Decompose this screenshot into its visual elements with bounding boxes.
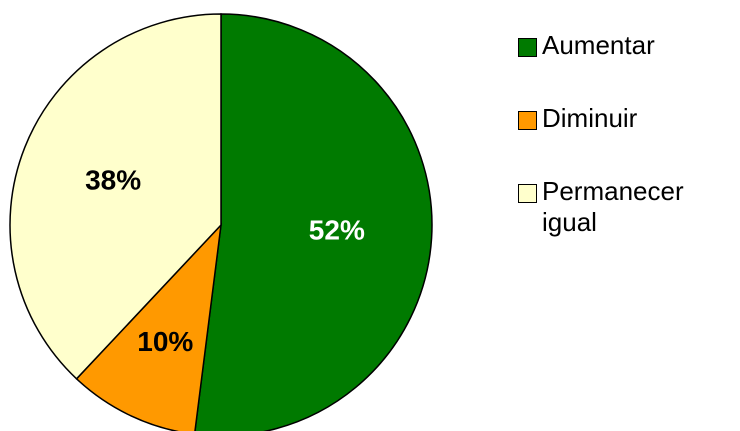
legend: Aumentar Diminuir Permanecer igual bbox=[518, 30, 738, 280]
legend-label: Permanecer igual bbox=[542, 176, 684, 237]
legend-item: Permanecer igual bbox=[518, 176, 738, 238]
legend-item: Aumentar bbox=[518, 30, 738, 61]
legend-label: Diminuir bbox=[542, 103, 638, 133]
data-label: 38% bbox=[85, 165, 141, 196]
legend-swatch bbox=[518, 38, 537, 57]
data-label: 52% bbox=[309, 215, 365, 246]
legend-item: Diminuir bbox=[518, 103, 738, 134]
legend-swatch bbox=[518, 184, 537, 203]
data-label: 10% bbox=[137, 326, 193, 357]
pie-slice bbox=[9, 13, 222, 380]
pie-slice bbox=[75, 222, 223, 431]
pie-slice bbox=[194, 13, 433, 431]
legend-label: Aumentar bbox=[542, 30, 655, 60]
legend-swatch bbox=[518, 111, 537, 130]
